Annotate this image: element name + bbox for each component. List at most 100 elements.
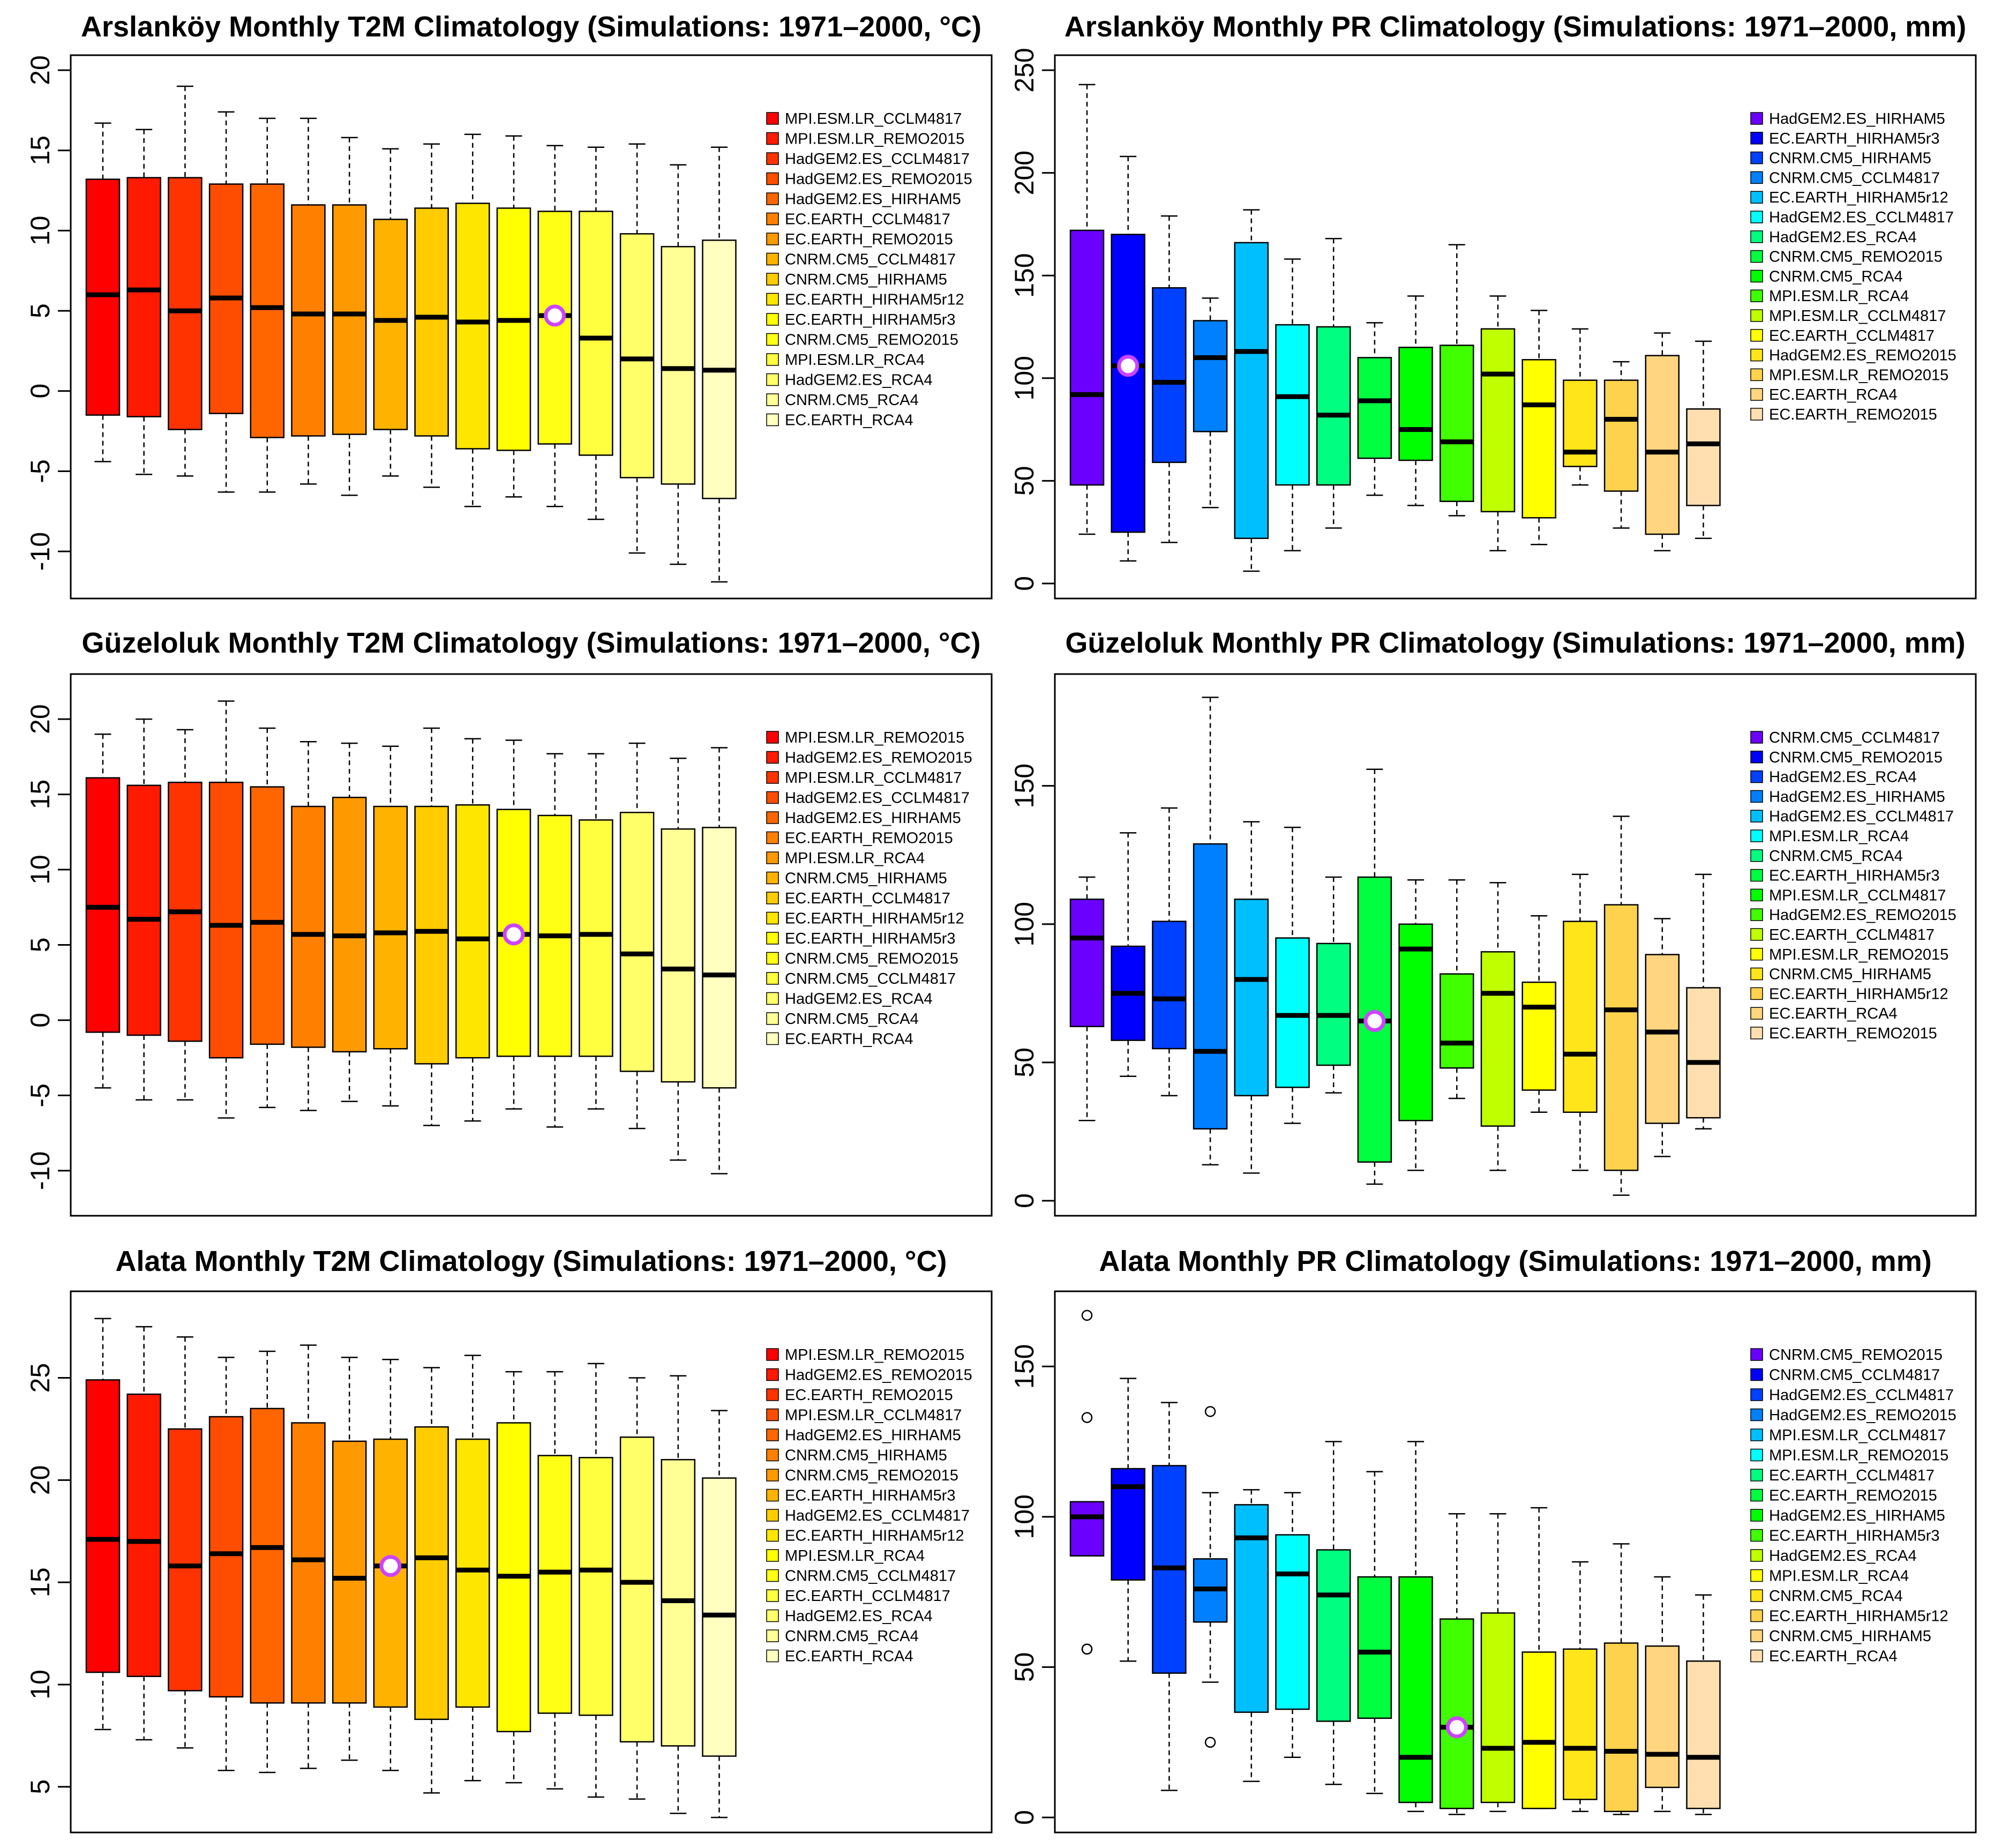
box-EC.EARTH_CCLM4817 <box>579 1363 613 1798</box>
legend-label: EC.EARTH_REMO2015 <box>1769 1487 1937 1505</box>
legend-swatch <box>766 1609 779 1622</box>
legend-label: EC.EARTH_HIRHAM5r12 <box>1769 985 1948 1002</box>
box-MPI.ESM.LR_REMO2015 <box>85 734 121 1089</box>
box-HadGEM2.ES_CCLM4817 <box>1234 821 1269 1174</box>
legend-label: MPI.ESM.LR_REMO2015 <box>1769 1447 1948 1464</box>
legend-swatch <box>1750 751 1763 764</box>
box-HadGEM2.ES_HIRHAM5 <box>1398 1441 1433 1813</box>
box-CNRM.CM5_REMO2015 <box>537 145 572 507</box>
box-iqr <box>414 1426 449 1720</box>
legend-label: MPI.ESM.LR_CCLM4817 <box>785 1407 962 1424</box>
legend-swatch <box>766 353 779 366</box>
legend-label: CNRM.CM5_HIRHAM5 <box>785 1447 947 1464</box>
legend-label: CNRM.CM5_RCA4 <box>785 1628 919 1645</box>
box-EC.EARTH_REMO2015 <box>168 1336 203 1749</box>
box-EC.EARTH_CCLM4817 <box>291 117 326 485</box>
box-EC.EARTH_CCLM4817 <box>414 727 449 1126</box>
box-iqr <box>496 207 531 451</box>
legend-swatch <box>766 413 779 427</box>
legend-label: EC.EARTH_REMO2015 <box>1769 1025 1937 1042</box>
legend-label: MPI.ESM.LR_CCLM4817 <box>1769 308 1946 325</box>
box-iqr <box>208 1416 244 1698</box>
legend-swatch <box>1750 1549 1763 1562</box>
plot-frame <box>70 54 993 600</box>
y-tick-label: 20 <box>25 704 55 734</box>
box-iqr <box>1686 987 1721 1119</box>
plot-frame <box>1054 673 1977 1217</box>
legend-swatch <box>766 192 779 205</box>
legend-label: EC.EARTH_CCLM4817 <box>785 211 950 228</box>
legend-label: HadGEM2.ES_REMO2015 <box>1769 347 1956 364</box>
legend-swatch <box>766 831 779 844</box>
legend-swatch <box>766 212 779 226</box>
box-iqr <box>619 1436 655 1743</box>
legend-label: EC.EARTH_CCLM4817 <box>1769 327 1935 345</box>
legend-label: MPI.ESM.LR_RCA4 <box>1769 1568 1909 1585</box>
box-EC.EARTH_HIRHAM5r3 <box>1440 1513 1474 1815</box>
y-tick-label: 5 <box>25 1779 55 1794</box>
box-CNRM.CM5_HIRHAM5 <box>1152 215 1187 543</box>
legend-swatch <box>766 1448 779 1462</box>
y-tick-label: 50 <box>1009 1048 1039 1078</box>
box-MPI.ESM.LR_REMO2015 <box>85 1318 121 1731</box>
legend-swatch <box>1750 348 1763 362</box>
legend-label: HadGEM2.ES_CCLM4817 <box>1769 209 1954 226</box>
y-tick-label: 200 <box>1009 151 1039 195</box>
box-iqr <box>1069 1501 1105 1557</box>
legend-label: CNRM.CM5_RCA4 <box>785 392 919 409</box>
box-HadGEM2.ES_CCLM4817 <box>1275 258 1310 551</box>
box-iqr <box>1603 904 1639 1171</box>
box-iqr <box>250 183 285 438</box>
legend-swatch <box>1750 250 1763 263</box>
box-CNRM.CM5_HIRHAM5 <box>414 143 449 488</box>
box-EC.EARTH_RCA4 <box>1686 1594 1721 1815</box>
legend-swatch <box>1750 289 1763 302</box>
legend-label: MPI.ESM.LR_REMO2015 <box>1769 946 1948 963</box>
legend-swatch <box>1750 1649 1763 1663</box>
y-tick-label: 150 <box>1009 764 1039 808</box>
box-EC.EARTH_RCA4 <box>702 1410 737 1819</box>
legend-label: EC.EARTH_REMO2015 <box>785 231 953 248</box>
box-MPI.ESM.LR_RCA4 <box>1521 1507 1556 1809</box>
legend-swatch <box>766 373 779 386</box>
box-EC.EARTH_RCA4 <box>702 146 737 583</box>
box-EC.EARTH_HIRHAM5r3 <box>1357 768 1392 1185</box>
legend-swatch <box>1750 1348 1763 1361</box>
y-tick-label: 15 <box>25 780 55 810</box>
box-iqr <box>332 204 367 435</box>
legend-swatch <box>766 851 779 864</box>
legend-label: MPI.ESM.LR_REMO2015 <box>785 729 964 746</box>
legend-label: EC.EARTH_HIRHAM5r3 <box>1769 1528 1940 1545</box>
legend-swatch <box>1750 967 1763 981</box>
box-iqr <box>291 1422 326 1704</box>
box-HadGEM2.ES_RCA4 <box>619 742 655 1129</box>
box-EC.EARTH_REMO2015 <box>1686 873 1721 1130</box>
legend-swatch <box>1750 1488 1763 1502</box>
box-iqr <box>1563 1648 1598 1800</box>
legend-swatch <box>1750 1629 1763 1642</box>
box-iqr <box>126 177 161 417</box>
legend-swatch <box>766 952 779 965</box>
legend-swatch <box>766 293 779 306</box>
chart-panel-2: Arslanköy Monthly PR Climatology (Simula… <box>1009 11 1977 600</box>
legend-label: HadGEM2.ES_RCA4 <box>785 1608 933 1625</box>
box-iqr <box>455 203 490 450</box>
chart-title: Arslanköy Monthly PR Climatology (Simula… <box>1065 11 1966 43</box>
box-CNRM.CM5_RCA4 <box>661 164 696 565</box>
legend-label: MPI.ESM.LR_RCA4 <box>1769 288 1909 305</box>
legend-label: HadGEM2.ES_CCLM4817 <box>1769 1387 1954 1404</box>
legend-label: MPI.ESM.LR_CCLM4817 <box>1769 887 1946 904</box>
box-EC.EARTH_CCLM4817 <box>1480 882 1516 1171</box>
legend-label: HadGEM2.ES_RCA4 <box>785 991 933 1008</box>
y-tick-label: 5 <box>25 938 55 953</box>
box-CNRM.CM5_RCA4 <box>661 1375 696 1814</box>
legend-label: CNRM.CM5_RCA4 <box>1769 848 1903 865</box>
chart-panel-4: Güzeloluk Monthly PR Climatology (Simula… <box>1009 627 1977 1217</box>
box-iqr <box>455 1438 490 1708</box>
legend-swatch <box>766 911 779 925</box>
legend-swatch <box>766 932 779 945</box>
legend-label: HadGEM2.ES_CCLM4817 <box>1769 808 1954 825</box>
legend-label: EC.EARTH_RCA4 <box>785 1648 913 1665</box>
legend-label: CNRM.CM5_REMO2015 <box>785 1467 958 1484</box>
